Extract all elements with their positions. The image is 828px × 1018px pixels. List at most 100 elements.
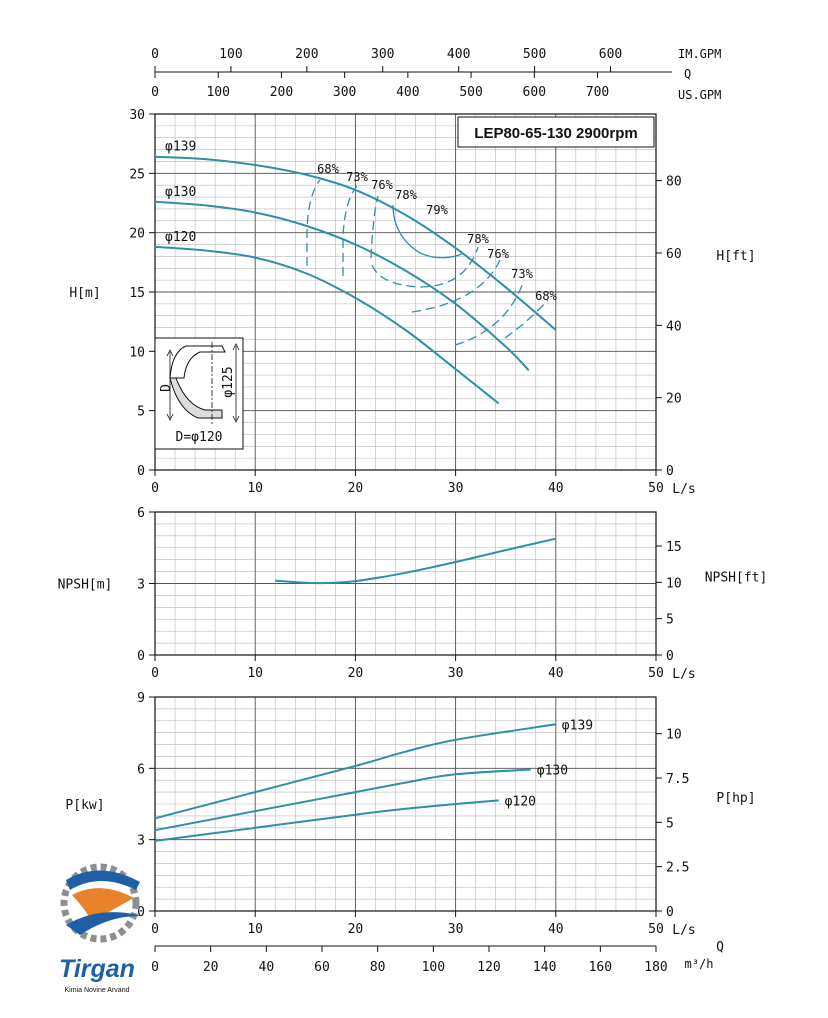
series-label: φ130 xyxy=(537,764,568,779)
series-line-130 xyxy=(154,200,530,371)
efficiency-contour-79 xyxy=(392,204,463,259)
im-gpm-tick-label: 500 xyxy=(523,47,546,62)
y-tick-label: 0 xyxy=(137,649,145,664)
plot-frame xyxy=(154,696,657,912)
efficiency-contour-76 xyxy=(370,195,501,313)
y-right-axis-label: P[hp] xyxy=(716,791,755,806)
y-right-tick-label: 80 xyxy=(666,175,682,190)
y-axis-label: NPSH[m] xyxy=(58,578,113,593)
y-axis-label: P[kw] xyxy=(65,798,104,813)
y-tick-label: 9 xyxy=(137,691,145,706)
y-right-axis-label: H[ft] xyxy=(716,249,755,264)
m3h-tick-label: 180 xyxy=(644,960,667,975)
im-gpm-tick-label: 300 xyxy=(371,47,394,62)
efficiency-label: 76% xyxy=(371,178,393,192)
y-right-tick-label: 40 xyxy=(666,319,682,334)
inset-d-label: D xyxy=(159,384,174,392)
chart-title: LEP80-65-130 2900rpm xyxy=(474,125,637,142)
series-line-130 xyxy=(154,768,531,832)
us-gpm-tick-label: 500 xyxy=(459,85,482,100)
x-tick-label: 10 xyxy=(247,666,263,681)
efficiency-label: 79% xyxy=(426,203,448,217)
y-tick-label: 10 xyxy=(129,345,145,360)
y-right-tick-label: 10 xyxy=(666,576,682,591)
title-box xyxy=(457,116,655,148)
us-gpm-tick-label: 0 xyxy=(151,85,159,100)
top-q-symbol: Q xyxy=(684,67,691,81)
y-right-tick-label: 5 xyxy=(666,816,674,831)
y-right-tick-label: 0 xyxy=(666,905,674,920)
im-gpm-tick-label: 0 xyxy=(151,47,159,62)
efficiency-contour-78 xyxy=(371,246,479,288)
m3h-tick-label: 140 xyxy=(533,960,556,975)
y-right-axis-label: NPSH[ft] xyxy=(705,571,768,586)
m3h-tick-label: 160 xyxy=(589,960,612,975)
us-gpm-tick-label: 300 xyxy=(333,85,356,100)
x-tick-label: 0 xyxy=(151,481,159,496)
series-line-npsh xyxy=(275,537,557,585)
y-tick-label: 5 xyxy=(137,405,145,420)
m3h-tick-label: 40 xyxy=(259,960,275,975)
efficiency-label: 76% xyxy=(487,247,509,261)
us-gpm-tick-label: 200 xyxy=(270,85,293,100)
im-gpm-unit: IM.GPM xyxy=(678,47,721,61)
x-tick-label: 10 xyxy=(247,481,263,496)
y-tick-label: 3 xyxy=(137,578,145,593)
efficiency-contours xyxy=(306,179,549,346)
x-tick-label: 0 xyxy=(151,922,159,937)
m3h-tick-label: 0 xyxy=(151,960,159,975)
y-right-tick-label: 7.5 xyxy=(666,772,689,787)
y-right-tick-label: 15 xyxy=(666,540,682,555)
y-tick-label: 20 xyxy=(129,227,145,242)
efficiency-label: 78% xyxy=(395,188,417,202)
y-right-tick-label: 5 xyxy=(666,613,674,628)
y-right-tick-label: 0 xyxy=(666,649,674,664)
efficiency-label: 68% xyxy=(535,289,557,303)
x-axis-unit: L/s xyxy=(672,923,695,938)
y-right-tick-label: 60 xyxy=(666,247,682,262)
logo-subtext: Kimia Novine Arvand xyxy=(65,987,130,994)
m3h-tick-label: 80 xyxy=(370,960,386,975)
y-right-tick-label: 0 xyxy=(666,464,674,479)
series-line-120 xyxy=(154,799,499,842)
power-chart-panel: 0 10 20 30 40 50 L/s 0 3 6 9 P[kw] 0 2.5 5 7.5 10 P[hp] φ1… xyxy=(65,691,755,938)
series-line-139 xyxy=(154,155,557,331)
im-gpm-tick-label: 200 xyxy=(295,47,318,62)
us-gpm-unit: US.GPM xyxy=(678,88,721,102)
x-tick-label: 30 xyxy=(448,922,464,937)
x-axis-unit: L/s xyxy=(672,667,695,682)
series-line-120 xyxy=(154,245,500,405)
series-label: φ120 xyxy=(505,794,536,809)
efficiency-label: 73% xyxy=(346,170,368,184)
x-tick-label: 30 xyxy=(448,666,464,681)
y-axis-label: H[m] xyxy=(69,286,100,301)
x-tick-label: 50 xyxy=(648,666,664,681)
tirgan-logo: Tirgan Kimia Novine Arvand xyxy=(59,863,142,994)
efficiency-contour-68 xyxy=(306,179,549,339)
series-label: φ139 xyxy=(562,718,593,733)
impeller-inset: D φ125 D=φ120 xyxy=(154,337,244,450)
logo-swoosh xyxy=(66,870,140,890)
im-gpm-tick-label: 100 xyxy=(219,47,242,62)
x-tick-label: 30 xyxy=(448,481,464,496)
y-tick-label: 15 xyxy=(129,286,145,301)
x-tick-label: 20 xyxy=(348,481,364,496)
x-tick-label: 50 xyxy=(648,481,664,496)
x-tick-label: 50 xyxy=(648,922,664,937)
us-gpm-tick-label: 600 xyxy=(523,85,546,100)
x-tick-label: 40 xyxy=(548,922,564,937)
x-tick-label: 10 xyxy=(247,922,263,937)
bottom-q-symbol: Q xyxy=(716,940,724,955)
y-right-tick-label: 2.5 xyxy=(666,861,689,876)
x-tick-label: 40 xyxy=(548,481,564,496)
x-tick-label: 20 xyxy=(348,922,364,937)
head-chart-panel: 0 10 20 30 40 50 L/s 0 5 10 15 20 25 30 H[m] 0 20 40 60 80 H… xyxy=(69,108,755,497)
efficiency-label: 68% xyxy=(317,162,339,176)
efficiency-label: 78% xyxy=(467,232,489,246)
logo-t-mark xyxy=(72,888,134,922)
y-tick-label: 6 xyxy=(137,506,145,521)
y-right-tick-label: 20 xyxy=(666,392,682,407)
series-label: φ139 xyxy=(165,140,196,155)
m3h-tick-label: 100 xyxy=(422,960,445,975)
